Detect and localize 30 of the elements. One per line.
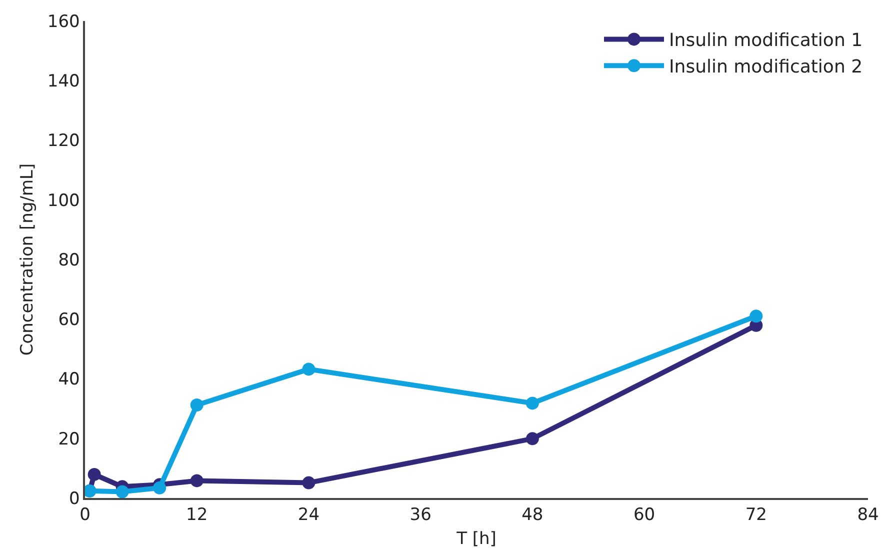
- point: [116, 485, 129, 498]
- point: [153, 481, 166, 494]
- point: [302, 476, 316, 490]
- point: [88, 468, 101, 481]
- legend-label: Insulin modification 2: [669, 56, 863, 78]
- point: [526, 432, 539, 446]
- y-tick-label: 160: [47, 12, 80, 32]
- y-tick-label: 20: [58, 429, 80, 450]
- x-axis-title: T [h]: [456, 529, 496, 550]
- y-tick-label: 80: [58, 250, 80, 270]
- y-tick-label: 0: [69, 488, 80, 509]
- y-tick-label: 140: [47, 72, 80, 92]
- y-tick-label: 40: [58, 370, 80, 390]
- x-tick-label: 24: [298, 505, 320, 526]
- x-tick-label: 48: [522, 505, 544, 526]
- x-tick-label: 84: [857, 505, 879, 526]
- legend-label: Insulin modification 1: [669, 30, 863, 52]
- point: [190, 398, 204, 412]
- y-tick-label: 60: [58, 310, 80, 330]
- x-tick-label: 36: [410, 505, 432, 526]
- point: [190, 474, 204, 488]
- x-tick-label: 72: [745, 505, 767, 526]
- y-tick-label: 100: [47, 190, 80, 211]
- y-tick-label: 120: [47, 131, 80, 152]
- x-tick-label: 12: [186, 505, 208, 526]
- x-tick-label: 60: [633, 505, 656, 526]
- point: [302, 362, 316, 376]
- point: [526, 396, 539, 410]
- y-axis-title: Concentration [ng/mL]: [17, 163, 38, 356]
- point: [750, 310, 763, 323]
